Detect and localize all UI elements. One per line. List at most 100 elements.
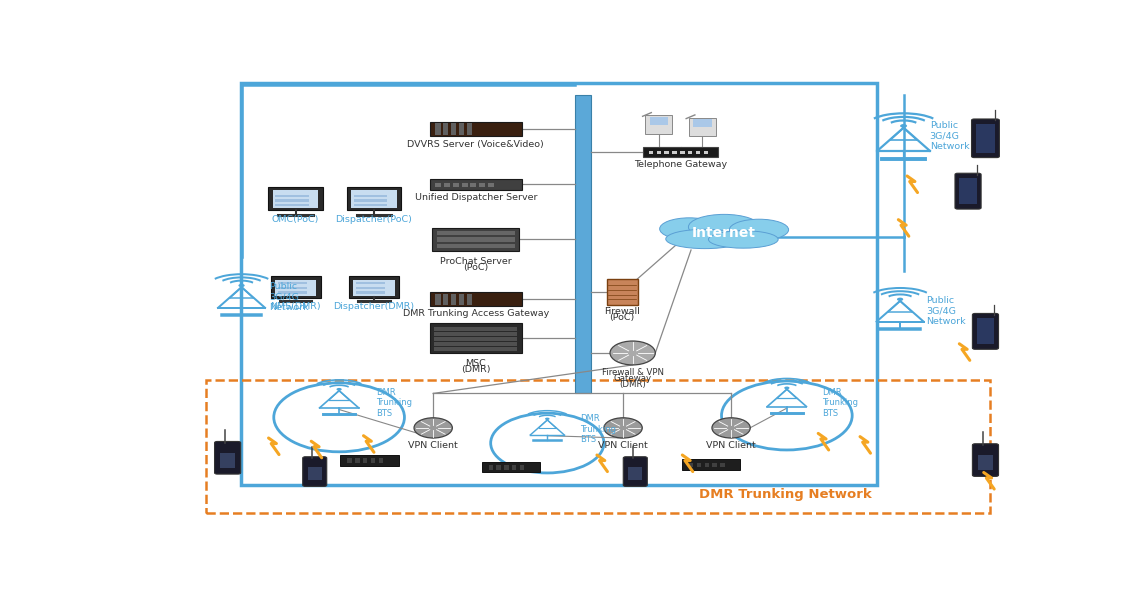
FancyBboxPatch shape [430,324,522,353]
Circle shape [336,388,342,390]
FancyBboxPatch shape [682,459,741,470]
FancyBboxPatch shape [273,190,318,208]
FancyBboxPatch shape [435,123,441,135]
FancyBboxPatch shape [459,123,464,135]
FancyBboxPatch shape [348,276,399,298]
FancyBboxPatch shape [436,237,515,242]
Ellipse shape [729,219,789,241]
Circle shape [604,418,642,438]
FancyBboxPatch shape [656,150,661,155]
FancyBboxPatch shape [505,465,508,470]
FancyBboxPatch shape [628,467,642,481]
Text: ProChat Server: ProChat Server [439,257,511,266]
FancyBboxPatch shape [371,458,375,463]
FancyBboxPatch shape [363,458,368,463]
FancyBboxPatch shape [278,282,307,285]
FancyBboxPatch shape [697,463,701,467]
FancyBboxPatch shape [451,123,456,135]
FancyBboxPatch shape [433,228,519,251]
Circle shape [414,418,452,438]
FancyBboxPatch shape [696,150,700,155]
FancyBboxPatch shape [643,147,718,157]
FancyBboxPatch shape [575,94,591,393]
FancyBboxPatch shape [444,183,451,186]
FancyBboxPatch shape [624,457,647,487]
FancyBboxPatch shape [971,119,999,158]
FancyBboxPatch shape [689,118,716,136]
FancyBboxPatch shape [215,441,241,474]
FancyBboxPatch shape [453,183,459,186]
FancyBboxPatch shape [976,124,995,153]
FancyBboxPatch shape [436,230,515,235]
FancyBboxPatch shape [459,294,464,304]
FancyBboxPatch shape [488,183,493,186]
FancyBboxPatch shape [278,287,307,289]
Circle shape [610,341,655,365]
FancyBboxPatch shape [462,183,468,186]
Text: (DMR): (DMR) [619,380,646,389]
Text: DMR Trunking Access Gateway: DMR Trunking Access Gateway [402,309,549,318]
Circle shape [785,386,789,389]
FancyBboxPatch shape [354,204,388,207]
Text: Dispatcher(PoC): Dispatcher(PoC) [336,215,413,224]
FancyBboxPatch shape [436,244,515,248]
FancyBboxPatch shape [650,117,668,125]
FancyBboxPatch shape [435,342,517,346]
FancyBboxPatch shape [275,279,316,296]
FancyBboxPatch shape [269,187,323,211]
FancyBboxPatch shape [435,183,442,186]
FancyBboxPatch shape [430,293,522,306]
Ellipse shape [688,214,760,239]
Text: VPN Client: VPN Client [408,441,459,450]
FancyBboxPatch shape [379,458,383,463]
Circle shape [238,284,245,287]
Text: Gateway: Gateway [614,374,652,383]
FancyBboxPatch shape [466,294,472,304]
FancyBboxPatch shape [972,313,998,349]
Text: Public
3G/4G
Network: Public 3G/4G Network [930,121,969,151]
Text: Public
3G/4G
Network: Public 3G/4G Network [926,296,966,325]
FancyBboxPatch shape [220,453,235,468]
FancyBboxPatch shape [435,332,517,336]
FancyBboxPatch shape [341,454,399,466]
Circle shape [545,418,550,420]
FancyBboxPatch shape [356,282,386,285]
Text: OMC(PoC): OMC(PoC) [272,215,319,224]
Text: DMR
Trunking
BTS: DMR Trunking BTS [822,387,858,417]
FancyBboxPatch shape [278,291,307,294]
Text: VPN Client: VPN Client [598,441,647,450]
FancyBboxPatch shape [354,195,388,197]
Text: MSC: MSC [465,359,487,368]
FancyBboxPatch shape [435,327,517,331]
Text: Firewall: Firewall [605,307,640,316]
Text: (DMR): (DMR) [461,365,490,374]
FancyBboxPatch shape [479,183,486,186]
Text: DMR
Trunking
BTS: DMR Trunking BTS [580,414,616,444]
FancyBboxPatch shape [705,463,709,467]
FancyBboxPatch shape [443,123,448,135]
Text: Unified Dispatcher Server: Unified Dispatcher Server [415,193,537,202]
FancyBboxPatch shape [689,463,694,467]
Text: DVVRS Server (Voice&Video): DVVRS Server (Voice&Video) [408,140,544,149]
FancyBboxPatch shape [308,467,321,481]
FancyBboxPatch shape [977,318,994,344]
FancyBboxPatch shape [466,123,472,135]
Text: DMR
Trunking
BTS: DMR Trunking BTS [375,387,411,417]
FancyBboxPatch shape [435,337,517,341]
Circle shape [711,418,751,438]
FancyBboxPatch shape [356,291,386,294]
Circle shape [897,298,904,301]
FancyBboxPatch shape [435,294,441,304]
FancyBboxPatch shape [688,150,692,155]
FancyBboxPatch shape [978,456,994,470]
FancyBboxPatch shape [520,465,524,470]
FancyBboxPatch shape [430,122,522,137]
FancyBboxPatch shape [481,461,540,472]
FancyBboxPatch shape [955,173,981,209]
FancyBboxPatch shape [275,195,309,197]
FancyBboxPatch shape [513,465,516,470]
Text: Dispatcher(DMR): Dispatcher(DMR) [334,302,415,311]
Text: Firewall & VPN: Firewall & VPN [601,368,663,377]
FancyBboxPatch shape [470,183,477,186]
Ellipse shape [708,230,778,248]
